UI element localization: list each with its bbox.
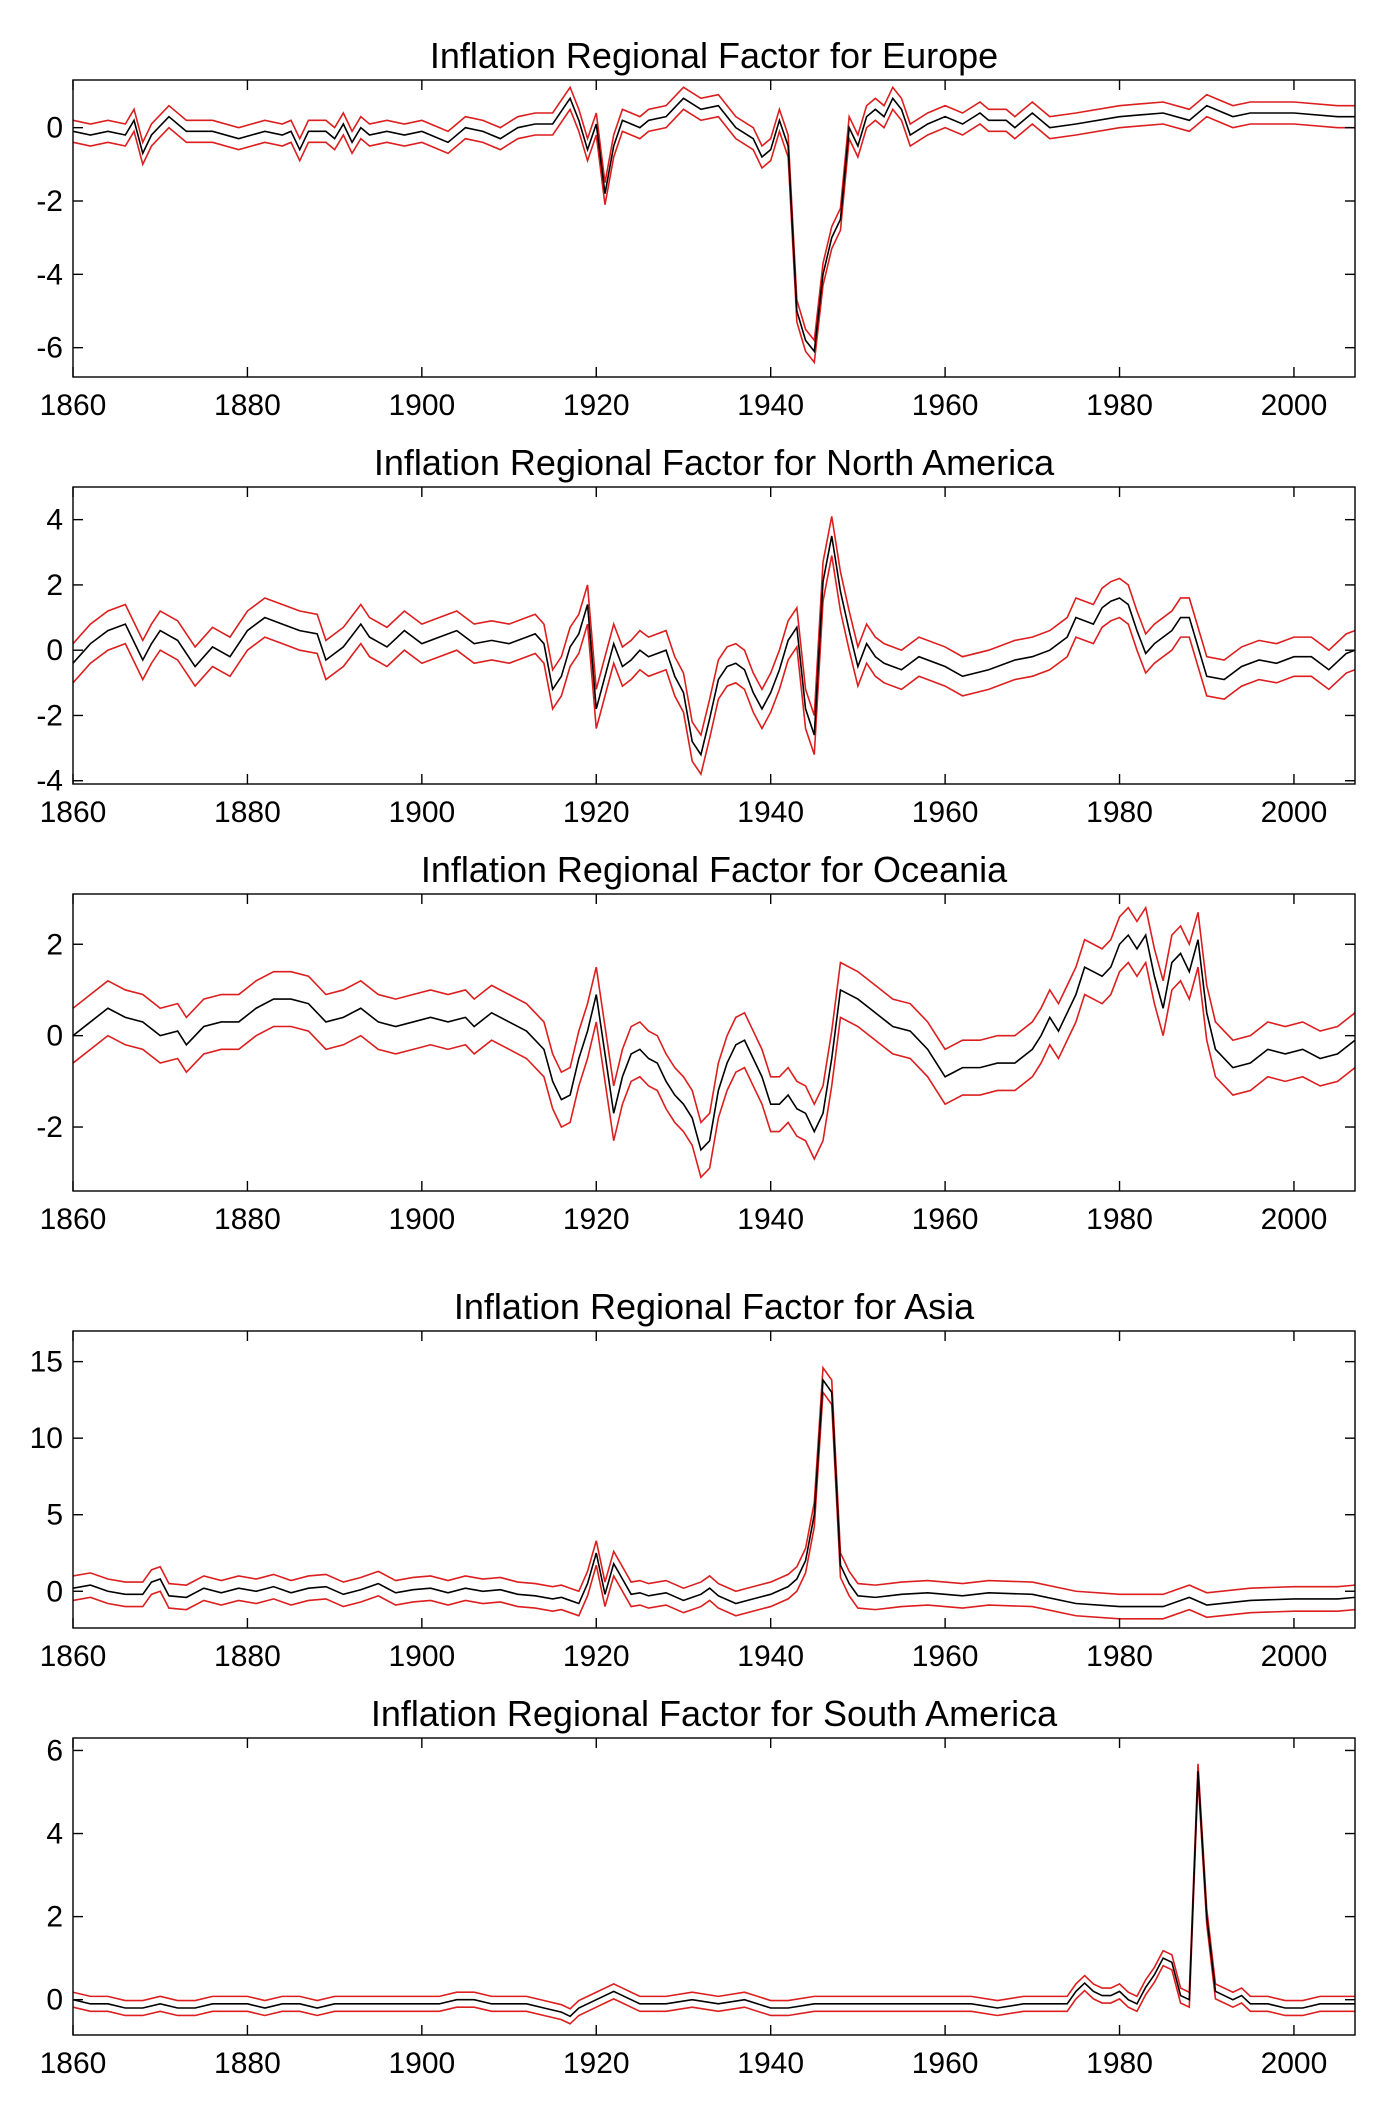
x-tick-label: 1980 bbox=[1086, 2047, 1153, 2080]
chart-panel: Inflation Regional Factor for South Amer… bbox=[40, 1693, 1356, 2080]
mean-line bbox=[73, 535, 1355, 757]
y-tick-label: 5 bbox=[46, 1499, 63, 1532]
x-tick-label: 2000 bbox=[1261, 1640, 1328, 1673]
x-tick-label: 1980 bbox=[1086, 796, 1153, 829]
x-tick-label: 1860 bbox=[40, 796, 107, 829]
y-tick-label: 0 bbox=[46, 634, 63, 667]
x-tick-label: 1860 bbox=[40, 2047, 107, 2080]
x-tick-label: 1920 bbox=[563, 389, 630, 422]
x-tick-label: 2000 bbox=[1261, 796, 1328, 829]
x-tick-label: 1920 bbox=[563, 1640, 630, 1673]
y-tick-label: -2 bbox=[36, 1111, 63, 1144]
y-tick-label: -2 bbox=[36, 699, 63, 732]
y-tick-label: 10 bbox=[30, 1422, 63, 1455]
y-tick-label: 2 bbox=[46, 1901, 63, 1934]
x-tick-label: 1920 bbox=[563, 2047, 630, 2080]
x-tick-label: 1900 bbox=[388, 2047, 455, 2080]
series-group bbox=[73, 1365, 1355, 1620]
lower-band-line bbox=[73, 960, 1355, 1179]
y-tick-label: 4 bbox=[46, 504, 63, 537]
series-group bbox=[73, 1763, 1355, 2025]
x-tick-label: 1960 bbox=[912, 1640, 979, 1673]
x-tick-label: 1940 bbox=[737, 1640, 804, 1673]
x-tick-label: 1940 bbox=[737, 796, 804, 829]
x-tick-label: 2000 bbox=[1261, 389, 1328, 422]
chart-title: Inflation Regional Factor for Europe bbox=[430, 35, 998, 76]
chart-title: Inflation Regional Factor for North Amer… bbox=[374, 442, 1055, 483]
x-tick-label: 1940 bbox=[737, 389, 804, 422]
x-tick-label: 1900 bbox=[388, 796, 455, 829]
plot-frame bbox=[72, 79, 1356, 378]
x-tick-label: 1980 bbox=[1086, 389, 1153, 422]
x-tick-label: 1860 bbox=[40, 1640, 107, 1673]
lower-band-line bbox=[73, 107, 1355, 365]
upper-band-line bbox=[73, 85, 1355, 343]
x-tick-label: 2000 bbox=[1261, 2047, 1328, 2080]
y-tick-label: 0 bbox=[46, 1984, 63, 2017]
x-tick-label: 1960 bbox=[912, 796, 979, 829]
y-tick-label: 0 bbox=[46, 112, 63, 145]
y-tick-label: -2 bbox=[36, 185, 63, 218]
x-tick-label: 1900 bbox=[388, 1203, 455, 1236]
series-group bbox=[73, 516, 1355, 777]
x-tick-label: 1960 bbox=[912, 2047, 979, 2080]
y-tick-label: 15 bbox=[30, 1346, 63, 1379]
x-tick-label: 1980 bbox=[1086, 1640, 1153, 1673]
plot-frame bbox=[72, 486, 1356, 785]
x-tick-label: 1960 bbox=[912, 389, 979, 422]
y-tick-label: -4 bbox=[36, 258, 63, 291]
upper-band-line bbox=[73, 1763, 1355, 2010]
x-tick-label: 1940 bbox=[737, 1203, 804, 1236]
x-tick-label: 1880 bbox=[214, 1640, 281, 1673]
x-tick-label: 1900 bbox=[388, 389, 455, 422]
lower-band-line bbox=[73, 1778, 1355, 2025]
chart-panel: Inflation Regional Factor for Oceania 186… bbox=[36, 849, 1356, 1236]
mean-line bbox=[73, 933, 1355, 1152]
plot-frame bbox=[72, 1330, 1356, 1629]
x-tick-label: 1980 bbox=[1086, 1203, 1153, 1236]
x-tick-label: 1920 bbox=[563, 1203, 630, 1236]
chart-panel: Inflation Regional Factor for North Amer… bbox=[36, 442, 1356, 829]
x-tick-label: 1960 bbox=[912, 1203, 979, 1236]
x-tick-label: 1860 bbox=[40, 389, 107, 422]
x-tick-label: 1880 bbox=[214, 2047, 281, 2080]
upper-band-line bbox=[73, 1365, 1355, 1596]
lower-band-line bbox=[73, 1389, 1355, 1620]
chart-title: Inflation Regional Factor for Oceania bbox=[421, 849, 1008, 890]
y-tick-label: 4 bbox=[46, 1818, 63, 1851]
series-group bbox=[73, 85, 1355, 365]
chart-title: Inflation Regional Factor for South Amer… bbox=[371, 1693, 1058, 1734]
y-tick-label: -4 bbox=[36, 765, 63, 798]
y-tick-label: -6 bbox=[36, 332, 63, 365]
plot-frame bbox=[72, 893, 1356, 1192]
x-tick-label: 1940 bbox=[737, 2047, 804, 2080]
y-tick-label: 2 bbox=[46, 569, 63, 602]
mean-line bbox=[73, 96, 1355, 354]
x-tick-label: 1860 bbox=[40, 1203, 107, 1236]
x-tick-label: 2000 bbox=[1261, 1203, 1328, 1236]
series-group bbox=[73, 905, 1355, 1179]
y-tick-label: 2 bbox=[46, 928, 63, 961]
x-tick-label: 1920 bbox=[563, 796, 630, 829]
chart-title: Inflation Regional Factor for Asia bbox=[454, 1286, 975, 1327]
x-tick-label: 1900 bbox=[388, 1640, 455, 1673]
lower-band-line bbox=[73, 555, 1355, 777]
upper-band-line bbox=[73, 516, 1355, 737]
x-tick-label: 1880 bbox=[214, 389, 281, 422]
chart-panel: Inflation Regional Factor for Europe 1860… bbox=[36, 35, 1356, 422]
plot-frame bbox=[72, 1737, 1356, 2036]
y-tick-label: 6 bbox=[46, 1734, 63, 1767]
x-tick-label: 1880 bbox=[214, 796, 281, 829]
chart-panel: Inflation Regional Factor for Asia 1860 18… bbox=[30, 1286, 1356, 1673]
mean-line bbox=[73, 1771, 1355, 2018]
upper-band-line bbox=[73, 905, 1355, 1125]
y-tick-label: 0 bbox=[46, 1575, 63, 1608]
y-tick-label: 0 bbox=[46, 1020, 63, 1053]
x-tick-label: 1880 bbox=[214, 1203, 281, 1236]
mean-line bbox=[73, 1377, 1355, 1608]
